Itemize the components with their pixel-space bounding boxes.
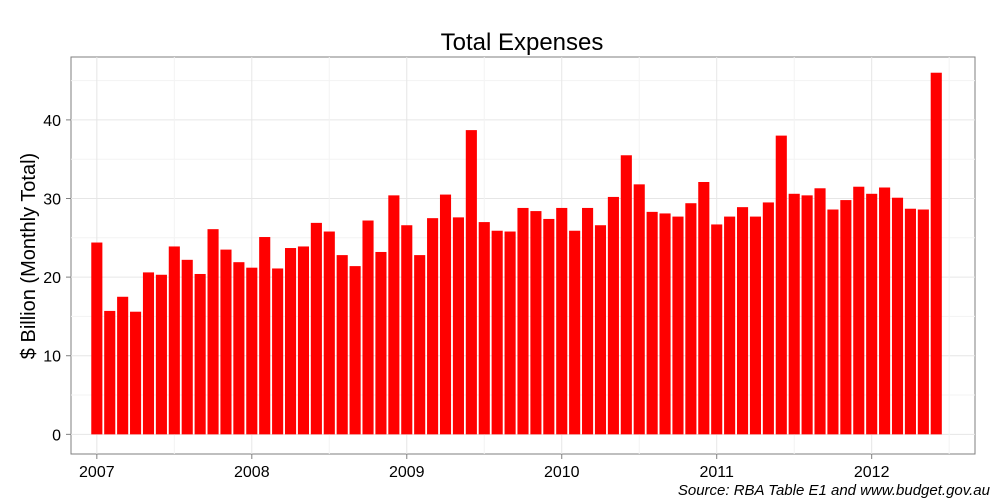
x-tick-label: 2009 <box>389 464 425 481</box>
bars <box>91 72 942 435</box>
bar <box>530 211 542 435</box>
x-tick-label: 2012 <box>854 464 890 481</box>
y-tick-label: 10 <box>43 349 61 366</box>
bar <box>517 207 529 435</box>
bar <box>336 255 348 435</box>
source-note: Source: RBA Table E1 and www.budget.gov.… <box>678 482 991 499</box>
bar <box>246 267 258 435</box>
bar <box>272 268 284 435</box>
bar <box>646 211 658 435</box>
x-tick-label: 2010 <box>544 464 580 481</box>
bar <box>827 209 839 435</box>
bar <box>607 196 619 435</box>
bar <box>736 207 749 435</box>
bar <box>181 259 193 435</box>
bar <box>427 218 439 435</box>
bar <box>388 195 400 435</box>
bar <box>930 72 942 435</box>
y-tick-label: 40 <box>43 113 61 130</box>
bar <box>478 222 490 435</box>
bar <box>439 194 452 435</box>
bar <box>788 193 800 435</box>
bar <box>594 225 607 435</box>
y-tick-label: 30 <box>43 192 61 209</box>
bar <box>801 195 813 435</box>
bar <box>879 187 891 435</box>
bar <box>323 231 335 435</box>
bar <box>194 273 206 435</box>
bar <box>284 248 297 435</box>
bar <box>117 296 129 435</box>
bar <box>659 213 671 435</box>
bar <box>698 181 710 435</box>
bar <box>904 208 916 435</box>
bar <box>491 230 503 435</box>
bar <box>685 203 697 435</box>
bar <box>556 207 568 435</box>
bar <box>543 218 555 435</box>
chart-title: Total Expenses <box>441 29 604 56</box>
bar <box>465 130 477 435</box>
bar <box>840 200 852 435</box>
bar <box>891 197 904 435</box>
bar <box>130 311 142 435</box>
bar <box>375 251 387 435</box>
bar <box>168 246 180 435</box>
bar <box>724 216 736 435</box>
bar <box>155 274 167 435</box>
bar <box>866 193 878 435</box>
bar <box>414 255 426 435</box>
bar <box>401 225 413 435</box>
bar <box>569 230 581 435</box>
y-tick-label: 20 <box>43 270 61 287</box>
bar <box>917 209 929 435</box>
y-tick-label: 0 <box>52 427 61 444</box>
bar <box>207 229 219 435</box>
x-tick-label: 2007 <box>79 464 115 481</box>
bar <box>814 188 826 435</box>
bar <box>762 202 774 435</box>
bar <box>633 184 645 435</box>
bar <box>349 266 361 435</box>
bar <box>853 186 865 435</box>
bar <box>749 216 762 435</box>
y-axis-label: $ Billion (Monthly Total) <box>18 153 40 359</box>
y-axis-ticks: 0 10 20 30 40 <box>43 113 71 444</box>
bar <box>620 155 632 435</box>
bar <box>672 216 684 435</box>
bar <box>362 220 374 435</box>
bar <box>504 231 516 435</box>
bar <box>775 135 787 435</box>
bar <box>233 262 245 435</box>
bar <box>142 272 155 435</box>
bar <box>104 310 116 435</box>
x-axis-ticks: 2007 2008 2009 2010 2011 2012 <box>79 454 890 481</box>
bar <box>711 224 723 435</box>
bar <box>452 217 464 435</box>
bar <box>582 207 594 435</box>
x-tick-label: 2008 <box>234 464 270 481</box>
bar <box>297 246 310 435</box>
bar <box>259 237 271 435</box>
bar <box>220 249 232 435</box>
x-tick-label: 2011 <box>700 464 735 481</box>
bar <box>91 242 103 435</box>
bar <box>310 222 322 435</box>
